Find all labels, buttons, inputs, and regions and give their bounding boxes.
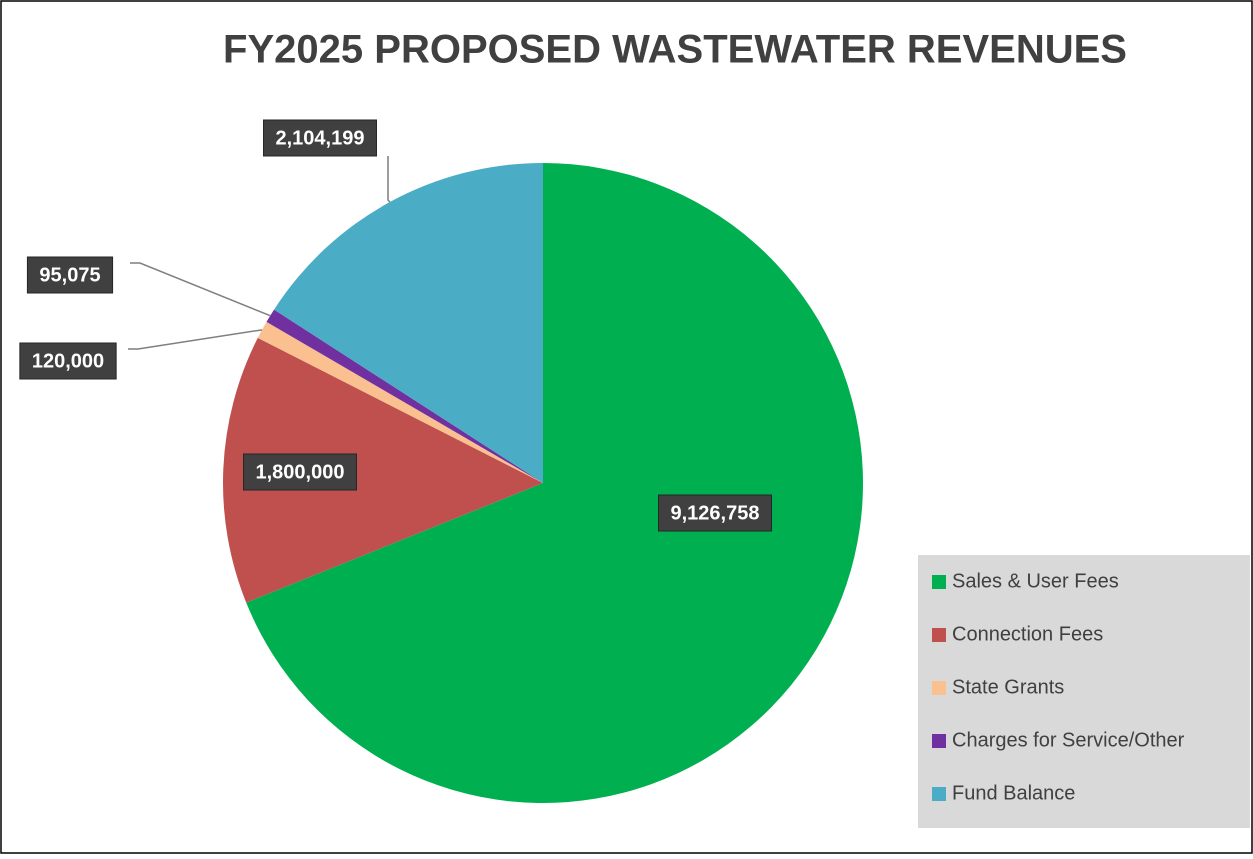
pie-slice	[257, 321, 543, 483]
pie-slice	[246, 163, 864, 803]
pie-slice	[266, 309, 543, 483]
legend-label: Connection Fees	[952, 623, 1103, 645]
chart-title: FY2025 PROPOSED WASTEWATER REVENUES	[223, 28, 1127, 72]
legend-box	[918, 555, 1250, 828]
data-label-box	[263, 119, 377, 157]
data-label: 9,126,758	[671, 502, 760, 524]
data-label-box	[19, 342, 117, 380]
leader-line	[387, 156, 391, 203]
pie-slice	[223, 337, 544, 603]
leader-line	[130, 262, 271, 317]
leader-line	[128, 329, 263, 350]
data-label-box	[26, 256, 114, 294]
pie-slice	[274, 163, 543, 483]
legend-label: Charges for Service/Other	[952, 729, 1185, 751]
legend-label: Sales & User Fees	[952, 570, 1119, 592]
data-label-box	[243, 453, 357, 491]
legend-swatch	[932, 734, 946, 748]
legend-label: Fund Balance	[952, 782, 1075, 804]
legend-swatch	[932, 681, 946, 695]
legend-swatch	[932, 575, 946, 589]
legend-swatch	[932, 787, 946, 801]
data-label: 120,000	[32, 350, 104, 372]
data-label-box	[658, 494, 772, 532]
data-label: 95,075	[39, 264, 100, 286]
data-label: 2,104,199	[276, 127, 365, 149]
legend-swatch	[932, 628, 946, 642]
legend-label: State Grants	[952, 676, 1064, 698]
data-label: 1,800,000	[256, 461, 345, 483]
